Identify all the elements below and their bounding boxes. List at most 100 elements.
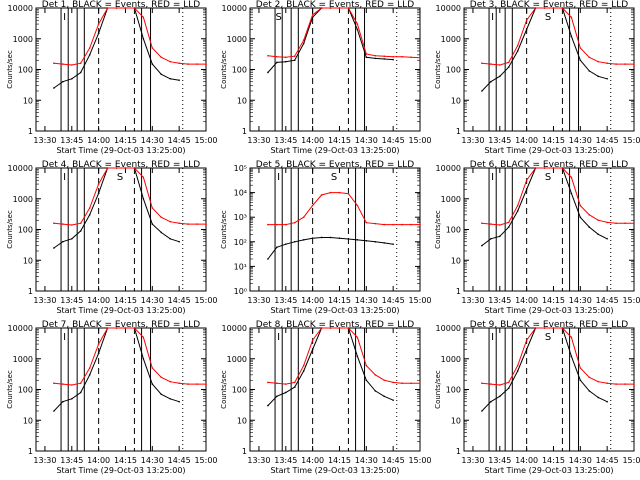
data-point-events — [160, 231, 163, 234]
series-line-lld — [481, 7, 634, 66]
data-point-lld — [70, 384, 73, 386]
y-axis-label: Counts/sec — [434, 50, 442, 89]
data-point-lld — [543, 7, 546, 9]
data-point-events — [293, 386, 296, 388]
x-tick-label: 14:45 — [168, 136, 191, 145]
data-point-events — [284, 391, 287, 394]
data-point-events — [498, 75, 501, 78]
x-tick-label: 13:45 — [274, 296, 297, 305]
x-tick-label: 14:45 — [596, 456, 619, 465]
data-point-events — [525, 28, 528, 31]
data-point-events — [311, 237, 314, 240]
data-point-lld — [79, 382, 82, 385]
data-point-lld — [633, 63, 635, 65]
data-point-lld — [516, 44, 519, 47]
x-tick-label: 14:45 — [168, 456, 191, 465]
data-point-events — [356, 355, 359, 358]
data-point-events — [53, 247, 55, 249]
data-point-lld — [311, 14, 314, 16]
data-point-lld — [392, 55, 394, 58]
series-line-events — [267, 327, 394, 406]
data-point-lld — [401, 55, 403, 58]
data-point-events — [579, 59, 582, 62]
data-point-lld — [490, 223, 492, 225]
x-tick-label: 14:45 — [382, 296, 405, 305]
data-point-lld — [579, 367, 582, 369]
data-point-events — [525, 188, 528, 191]
data-point-events — [284, 60, 287, 63]
x-tick-label: 14:45 — [596, 296, 619, 305]
data-point-lld — [401, 223, 403, 226]
y-axis-label: Counts/sec — [220, 50, 228, 89]
chart-panel-5: Det 5, BLACK = Events, RED = LLD 10⁰ 10¹ 10… — [220, 160, 432, 315]
y-tick-label: 1000 — [441, 195, 461, 204]
data-point-lld — [88, 367, 91, 369]
data-point-lld — [588, 214, 591, 216]
data-point-events — [284, 243, 287, 245]
x-tick-label: 14:30 — [569, 136, 592, 145]
data-point-lld — [115, 327, 118, 329]
data-point-events — [62, 400, 64, 403]
chart-title: Det 7, BLACK = Events, RED = LLD — [42, 320, 201, 330]
data-point-lld — [196, 63, 198, 65]
data-point-lld — [267, 223, 269, 226]
data-point-lld — [561, 7, 564, 9]
data-point-events — [79, 230, 82, 232]
region-letter: S — [117, 172, 123, 183]
data-point-lld — [498, 64, 501, 66]
region-letter: I — [63, 172, 66, 183]
data-point-lld — [88, 47, 91, 49]
y-tick-label: 1 — [28, 447, 33, 456]
data-point-lld — [106, 167, 109, 169]
data-point-lld — [53, 222, 55, 225]
x-tick-label: 14:15 — [328, 296, 351, 305]
x-tick-label: 14:00 — [301, 456, 324, 465]
data-point-lld — [320, 7, 323, 9]
y-axis-label: Counts/sec — [6, 370, 14, 409]
data-point-lld — [142, 176, 145, 179]
data-point-lld — [124, 167, 127, 169]
series-line-lld — [267, 327, 420, 385]
data-point-events — [276, 246, 278, 249]
data-point-events — [579, 379, 582, 382]
y-tick-label: 10 — [23, 96, 33, 105]
data-point-events — [338, 237, 341, 240]
data-point-lld — [498, 224, 501, 226]
x-tick-label: 13:30 — [247, 136, 270, 145]
series-line-events — [267, 7, 394, 73]
data-point-lld — [606, 221, 608, 224]
data-point-events — [151, 63, 154, 65]
data-point-events — [392, 58, 394, 61]
chart-panel-4: Det 4, BLACK = Events, RED = LLD 1 10 100 10… — [6, 160, 218, 315]
y-tick-label: 100 — [18, 386, 33, 395]
data-point-lld — [374, 374, 377, 376]
data-point-lld — [311, 339, 314, 342]
x-axis-label: Start Time (29-Oct-03 13:25:00) — [270, 466, 399, 475]
data-point-lld — [624, 383, 626, 385]
region-letter: S — [545, 332, 551, 343]
data-point-events — [490, 237, 492, 240]
data-point-events — [365, 239, 368, 242]
data-point-lld — [490, 383, 492, 385]
data-point-lld — [597, 219, 600, 222]
region-letter: S — [331, 172, 337, 183]
data-point-lld — [293, 381, 296, 384]
data-point-lld — [151, 367, 154, 369]
data-point-lld — [481, 382, 483, 385]
x-tick-label: 15:00 — [622, 456, 640, 465]
data-point-lld — [365, 53, 368, 55]
data-point-events — [570, 35, 573, 38]
data-point-lld — [347, 192, 350, 195]
data-point-events — [169, 237, 172, 240]
data-point-lld — [205, 223, 207, 225]
data-point-lld — [525, 339, 528, 342]
y-tick-label: 10⁰ — [234, 287, 247, 296]
data-point-events — [588, 226, 591, 228]
data-point-lld — [543, 167, 546, 169]
y-tick-label: 1000 — [13, 35, 33, 44]
data-point-events — [97, 352, 100, 355]
x-tick-label: 13:30 — [33, 456, 56, 465]
data-point-lld — [481, 62, 483, 65]
data-point-lld — [365, 221, 368, 224]
